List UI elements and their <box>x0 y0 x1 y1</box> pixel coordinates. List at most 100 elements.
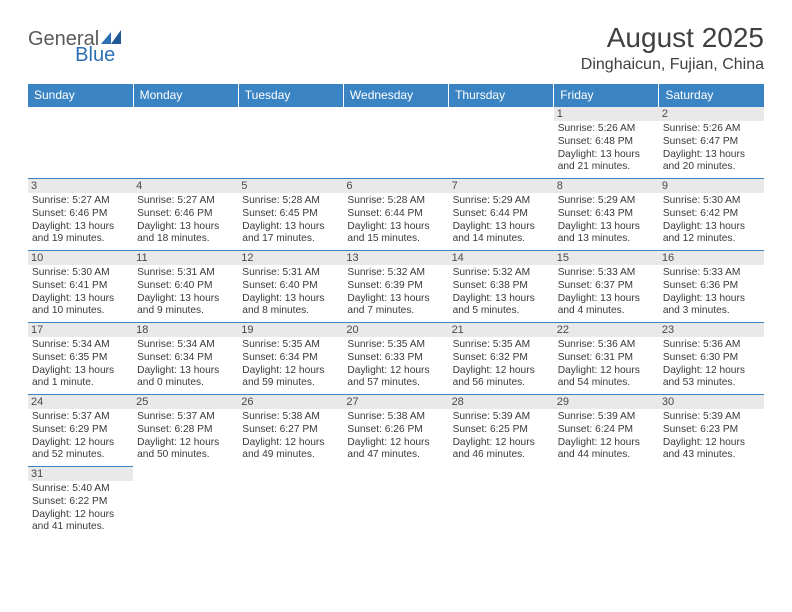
day-info: Sunrise: 5:29 AMSunset: 6:43 PMDaylight:… <box>558 195 655 246</box>
day-info: Sunrise: 5:38 AMSunset: 6:27 PMDaylight:… <box>242 411 339 462</box>
sunrise-text: Sunrise: 5:31 AM <box>137 267 234 280</box>
sunset-text: Sunset: 6:28 PM <box>137 424 234 437</box>
day-info: Sunrise: 5:39 AMSunset: 6:24 PMDaylight:… <box>558 411 655 462</box>
calendar-day-cell: 11 Sunrise: 5:31 AMSunset: 6:40 PMDayligh… <box>133 251 238 323</box>
day-number: 11 <box>133 251 238 265</box>
day-number: 22 <box>554 323 659 337</box>
sunset-text: Sunset: 6:33 PM <box>347 352 444 365</box>
daylight-text: Daylight: 13 hours and 17 minutes. <box>242 221 339 247</box>
sunrise-text: Sunrise: 5:28 AM <box>347 195 444 208</box>
calendar-day-cell <box>238 467 343 539</box>
day-info: Sunrise: 5:33 AMSunset: 6:37 PMDaylight:… <box>558 267 655 318</box>
day-info: Sunrise: 5:28 AMSunset: 6:45 PMDaylight:… <box>242 195 339 246</box>
day-number: 21 <box>449 323 554 337</box>
sunrise-text: Sunrise: 5:32 AM <box>453 267 550 280</box>
sunset-text: Sunset: 6:40 PM <box>137 280 234 293</box>
sunset-text: Sunset: 6:45 PM <box>242 208 339 221</box>
calendar-day-cell: 15Sunrise: 5:33 AMSunset: 6:37 PMDayligh… <box>554 251 659 323</box>
calendar-day-cell: 27Sunrise: 5:38 AMSunset: 6:26 PMDayligh… <box>343 395 448 467</box>
day-info: Sunrise: 5:37 AMSunset: 6:28 PMDaylight:… <box>137 411 234 462</box>
daylight-text: Daylight: 12 hours and 52 minutes. <box>32 437 129 463</box>
calendar-day-cell: 23 Sunrise: 5:36 AMSunset: 6:30 PMDayligh… <box>659 323 764 395</box>
day-number: 18 <box>133 323 238 337</box>
sunrise-text: Sunrise: 5:40 AM <box>32 483 129 496</box>
day-info: Sunrise: 5:38 AMSunset: 6:26 PMDaylight:… <box>347 411 444 462</box>
sunrise-text: Sunrise: 5:33 AM <box>663 267 760 280</box>
daylight-text: Daylight: 12 hours and 49 minutes. <box>242 437 339 463</box>
daylight-text: Daylight: 13 hours and 4 minutes. <box>558 293 655 319</box>
sunrise-text: Sunrise: 5:27 AM <box>32 195 129 208</box>
sunrise-text: Sunrise: 5:26 AM <box>663 123 760 136</box>
daylight-text: Daylight: 13 hours and 3 minutes. <box>663 293 760 319</box>
calendar-day-cell: 14Sunrise: 5:32 AMSunset: 6:38 PMDayligh… <box>449 251 554 323</box>
daylight-text: Daylight: 13 hours and 18 minutes. <box>137 221 234 247</box>
weekday-header: Sunday <box>28 84 133 107</box>
day-number: 26 <box>238 395 343 409</box>
day-info: Sunrise: 5:32 AMSunset: 6:38 PMDaylight:… <box>453 267 550 318</box>
sunset-text: Sunset: 6:24 PM <box>558 424 655 437</box>
calendar-day-cell: 7Sunrise: 5:29 AMSunset: 6:44 PMDaylight… <box>449 179 554 251</box>
calendar-day-cell: 5Sunrise: 5:28 AMSunset: 6:45 PMDaylight… <box>238 179 343 251</box>
sunrise-text: Sunrise: 5:34 AM <box>32 339 129 352</box>
location: Dinghaicun, Fujian, China <box>581 56 764 74</box>
calendar-day-cell <box>343 467 448 539</box>
sunset-text: Sunset: 6:31 PM <box>558 352 655 365</box>
calendar-day-cell: 24Sunrise: 5:37 AMSunset: 6:29 PMDayligh… <box>28 395 133 467</box>
sunset-text: Sunset: 6:23 PM <box>663 424 760 437</box>
weekday-header: Thursday <box>449 84 554 107</box>
sunrise-text: Sunrise: 5:37 AM <box>32 411 129 424</box>
day-number: 13 <box>343 251 448 265</box>
daylight-text: Daylight: 12 hours and 50 minutes. <box>137 437 234 463</box>
day-number: 28 <box>449 395 554 409</box>
day-number: 4 <box>133 179 238 193</box>
daylight-text: Daylight: 13 hours and 7 minutes. <box>347 293 444 319</box>
weekday-header: Tuesday <box>238 84 343 107</box>
weekday-header-row: Sunday Monday Tuesday Wednesday Thursday… <box>28 84 764 107</box>
daylight-text: Daylight: 13 hours and 13 minutes. <box>558 221 655 247</box>
sunset-text: Sunset: 6:22 PM <box>32 496 129 509</box>
day-info: Sunrise: 5:35 AMSunset: 6:32 PMDaylight:… <box>453 339 550 390</box>
daylight-text: Daylight: 13 hours and 12 minutes. <box>663 221 760 247</box>
calendar-day-cell: 28Sunrise: 5:39 AMSunset: 6:25 PMDayligh… <box>449 395 554 467</box>
calendar-day-cell <box>28 107 133 179</box>
day-info: Sunrise: 5:26 AMSunset: 6:47 PMDaylight:… <box>663 123 760 174</box>
day-number: 3 <box>28 179 133 193</box>
day-info: Sunrise: 5:37 AMSunset: 6:29 PMDaylight:… <box>32 411 129 462</box>
daylight-text: Daylight: 13 hours and 14 minutes. <box>453 221 550 247</box>
daylight-text: Daylight: 12 hours and 46 minutes. <box>453 437 550 463</box>
day-info: Sunrise: 5:31 AMSunset: 6:40 PMDaylight:… <box>137 267 234 318</box>
daylight-text: Daylight: 13 hours and 9 minutes. <box>137 293 234 319</box>
day-info: Sunrise: 5:29 AMSunset: 6:44 PMDaylight:… <box>453 195 550 246</box>
calendar-day-cell: 2Sunrise: 5:26 AMSunset: 6:47 PMDaylight… <box>659 107 764 179</box>
sunset-text: Sunset: 6:29 PM <box>32 424 129 437</box>
day-number: 23 <box>659 323 764 337</box>
sunset-text: Sunset: 6:46 PM <box>32 208 129 221</box>
sunset-text: Sunset: 6:40 PM <box>242 280 339 293</box>
sunset-text: Sunset: 6:35 PM <box>32 352 129 365</box>
sunset-text: Sunset: 6:36 PM <box>663 280 760 293</box>
calendar-day-cell: 10Sunrise: 5:30 AMSunset: 6:41 PMDayligh… <box>28 251 133 323</box>
sunrise-text: Sunrise: 5:34 AM <box>137 339 234 352</box>
day-info: Sunrise: 5:33 AMSunset: 6:36 PMDaylight:… <box>663 267 760 318</box>
daylight-text: Daylight: 13 hours and 0 minutes. <box>137 365 234 391</box>
sunrise-text: Sunrise: 5:31 AM <box>242 267 339 280</box>
calendar-day-cell: 20Sunrise: 5:35 AMSunset: 6:33 PMDayligh… <box>343 323 448 395</box>
daylight-text: Daylight: 12 hours and 47 minutes. <box>347 437 444 463</box>
day-info: Sunrise: 5:35 AMSunset: 6:34 PMDaylight:… <box>242 339 339 390</box>
sunrise-text: Sunrise: 5:36 AM <box>558 339 655 352</box>
calendar-day-cell: 29Sunrise: 5:39 AMSunset: 6:24 PMDayligh… <box>554 395 659 467</box>
title-block: August 2025 Dinghaicun, Fujian, China <box>581 22 764 74</box>
sunset-text: Sunset: 6:30 PM <box>663 352 760 365</box>
daylight-text: Daylight: 13 hours and 8 minutes. <box>242 293 339 319</box>
sunrise-text: Sunrise: 5:37 AM <box>137 411 234 424</box>
day-number: 17 <box>28 323 133 337</box>
day-info: Sunrise: 5:36 AMSunset: 6:30 PMDaylight:… <box>663 339 760 390</box>
logo-text-2: Blue <box>75 44 115 67</box>
daylight-text: Daylight: 13 hours and 10 minutes. <box>32 293 129 319</box>
day-number: 8 <box>554 179 659 193</box>
day-info: Sunrise: 5:39 AMSunset: 6:23 PMDaylight:… <box>663 411 760 462</box>
daylight-text: Daylight: 12 hours and 41 minutes. <box>32 509 129 535</box>
calendar-day-cell: 1Sunrise: 5:26 AMSunset: 6:48 PMDaylight… <box>554 107 659 179</box>
day-number: 9 <box>659 179 764 193</box>
calendar-day-cell: 16Sunrise: 5:33 AMSunset: 6:36 PMDayligh… <box>659 251 764 323</box>
